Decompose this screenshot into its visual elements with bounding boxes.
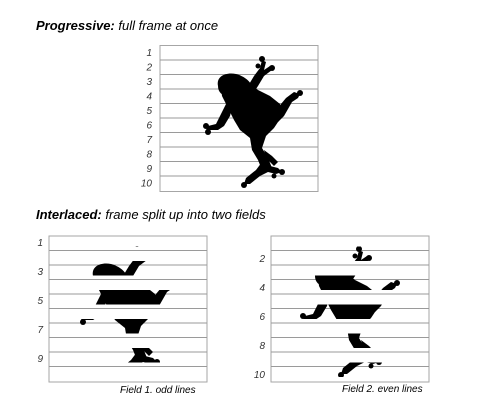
progressive-title-bold: Progressive: bbox=[36, 18, 115, 33]
line-number: 8 bbox=[259, 341, 265, 352]
interlaced-heading: Interlaced: frame split up into two fiel… bbox=[36, 207, 266, 222]
progressive-frame: 1 2 3 4 5 6 7 8 9 10 bbox=[141, 45, 319, 192]
line-number: 1 bbox=[37, 238, 43, 249]
line-number: 6 bbox=[146, 121, 152, 132]
progressive-title-rest: full frame at once bbox=[114, 18, 219, 33]
interlaced-title-bold: Interlaced: bbox=[36, 207, 102, 222]
field1-line-numbers: 1 3 5 7 9 bbox=[37, 238, 43, 365]
line-number: 10 bbox=[141, 179, 153, 190]
interlaced-title-rest: frame split up into two fields bbox=[101, 207, 266, 222]
field2-line-numbers: 2 4 6 8 10 bbox=[254, 254, 266, 381]
line-number: 4 bbox=[146, 92, 152, 103]
line-number: 7 bbox=[146, 135, 152, 146]
line-number: 5 bbox=[146, 106, 152, 117]
progressive-grid-lines bbox=[160, 59, 318, 177]
progressive-heading: Progressive: full frame at once bbox=[36, 18, 218, 33]
field2-caption: Field 2. even lines bbox=[342, 384, 423, 395]
line-number: 1 bbox=[146, 48, 152, 59]
line-number: 10 bbox=[254, 370, 266, 381]
field1-caption: Field 1. odd lines bbox=[120, 385, 196, 396]
line-number: 2 bbox=[145, 63, 152, 74]
line-number: 6 bbox=[259, 312, 265, 323]
line-number: 5 bbox=[37, 296, 43, 307]
line-number: 7 bbox=[37, 325, 43, 336]
line-number: 9 bbox=[146, 164, 152, 175]
field2-frame: 2 4 6 8 10 bbox=[254, 235, 430, 383]
line-number: 8 bbox=[146, 150, 152, 161]
line-number: 3 bbox=[146, 77, 152, 88]
line-number: 9 bbox=[37, 354, 43, 365]
line-number: 3 bbox=[37, 267, 43, 278]
progressive-line-numbers: 1 2 3 4 5 6 7 8 9 10 bbox=[141, 48, 153, 190]
line-number: 2 bbox=[258, 254, 265, 265]
line-number: 4 bbox=[259, 283, 265, 294]
field1-frame: 1 3 5 7 9 bbox=[37, 235, 208, 383]
